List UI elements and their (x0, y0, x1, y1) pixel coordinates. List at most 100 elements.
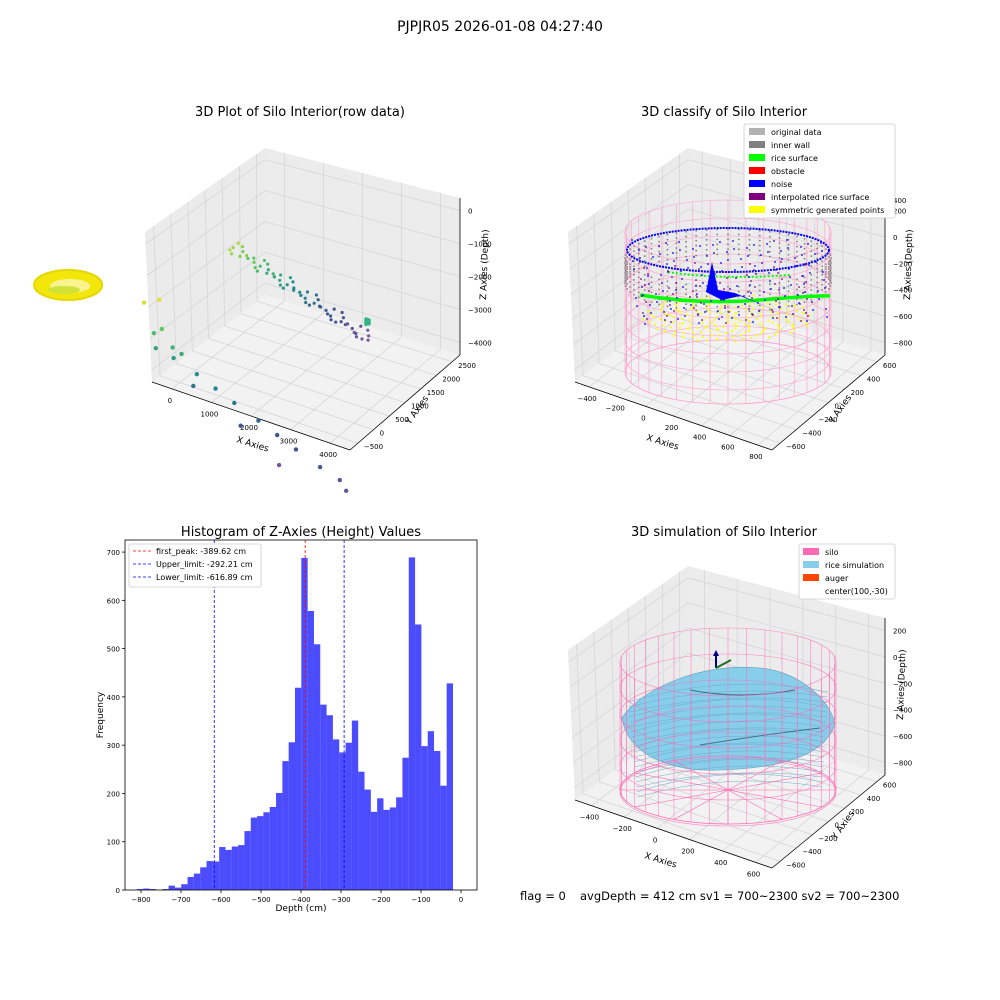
cls-noise-point (760, 254, 762, 256)
sim-y-tick: −400 (802, 848, 821, 856)
cls-noise-point (766, 243, 768, 245)
cls-noise-point (798, 302, 800, 304)
cls-y-tick: −400 (802, 430, 821, 438)
cls-noise-point (719, 241, 721, 243)
cls-symmetric-point (766, 302, 769, 305)
cls-symmetric-point (784, 303, 788, 306)
sim-auger-arrow (713, 650, 719, 656)
cls-noise-point (747, 255, 749, 257)
cls-symmetric-point (748, 326, 751, 329)
cls-wall-point (626, 271, 629, 273)
cls-symmetric-point (656, 328, 659, 331)
cls-wall-point (716, 243, 719, 246)
sim-legend-label: silo (825, 548, 839, 557)
cls-wall-point (637, 247, 640, 250)
sim-grid-z (687, 602, 886, 658)
cls-symmetric-point (758, 322, 762, 325)
cls-wall-point (629, 263, 631, 266)
cls-wall-point (827, 276, 830, 278)
cls-noise-point (820, 242, 822, 244)
cls-symmetric-point (668, 314, 672, 317)
cls-wall-point (666, 280, 669, 283)
cls-grid-y (610, 201, 616, 351)
cls-wall-point (633, 293, 635, 296)
cls-noise-point (670, 308, 672, 310)
raw-trail-point (279, 273, 283, 277)
cls-wall-point (685, 293, 688, 296)
cls-symmetric-point (786, 308, 790, 311)
cls-legend-label: obstacle (771, 167, 805, 176)
cls-interp-point (701, 319, 703, 321)
cls-symmetric-point (791, 314, 794, 317)
cls-legend-label: interpolated rice surface (771, 193, 869, 202)
cls-wall-point (821, 288, 823, 291)
cls-noise-point (702, 282, 704, 284)
cls-noise-point (673, 260, 675, 262)
histogram-title: Histogram of Z-Axies (Height) Values (181, 525, 421, 540)
cls-wall-point (637, 291, 640, 294)
cls-wall-point (803, 286, 806, 289)
cls-noise-point (720, 262, 722, 264)
cls-wall-point (778, 232, 781, 234)
cls-noise-point (801, 254, 803, 256)
cls-symmetric-point (733, 322, 737, 326)
cls-wall-point (787, 280, 790, 283)
histogram-legend-label: Lower_limit: -616.89 cm (156, 573, 253, 582)
cls-interp-point (751, 297, 753, 299)
cls-wall-point (829, 254, 832, 256)
raw-trail-point (272, 275, 276, 279)
cls-wall-point (624, 267, 626, 269)
raw-trail-point (281, 286, 285, 290)
cls-noise-point (740, 258, 742, 260)
cls-wall-point (666, 258, 669, 261)
sim-legend-frame (798, 543, 896, 600)
classify-legend: original data inner wall rice surface obsta… (743, 123, 896, 219)
cls-legend-label: inner wall (771, 141, 810, 150)
cls-noise-point (758, 310, 760, 312)
cls-interp-point (803, 309, 805, 311)
cls-legend-label: original data (771, 128, 822, 137)
cls-wall-point (758, 304, 761, 307)
cls-wall-point (624, 274, 627, 276)
cls-noise-point (743, 295, 745, 297)
cls-symmetric-point (707, 308, 710, 311)
cls-wall-point (650, 276, 653, 279)
cls-y-tick: −600 (786, 443, 805, 451)
cls-z-tick: −200 (893, 260, 912, 268)
cls-wall-point (637, 286, 640, 289)
cls-wall-point (768, 245, 771, 248)
sim-grid-y (599, 781, 797, 849)
cls-noise-point (631, 239, 633, 241)
cls-noise-point (678, 241, 680, 243)
cls-noise-ring (626, 227, 830, 273)
cls-wall-point (778, 247, 781, 249)
cls-wall-point (803, 276, 806, 279)
cls-symmetric-point (678, 301, 681, 304)
sim-z-tick: 0 (893, 654, 897, 662)
raw-trail-point (278, 278, 282, 282)
cls-x-axis-line (574, 381, 773, 451)
sim-y-tick: 600 (883, 782, 896, 790)
cls-symmetric-point (673, 330, 677, 333)
cls-wall-point (810, 245, 813, 247)
cls-interp-point (725, 322, 727, 324)
cls-wall-point (768, 240, 771, 243)
cls-wall-point (816, 271, 819, 274)
cls-wall-point (816, 252, 819, 255)
cls-noise-point (750, 292, 752, 294)
cls-symmetric-point (688, 326, 692, 329)
cls-symmetric-point (687, 318, 690, 322)
cls-wall-point (685, 250, 688, 253)
cls-y-axis-line (771, 354, 886, 451)
cls-wall-point (768, 308, 771, 311)
cls-wall-point (821, 268, 823, 271)
cls-noise-point (814, 253, 816, 255)
raw-z-tick: 0 (468, 208, 472, 216)
cls-wall-point (758, 234, 761, 237)
raw-trail-point (325, 312, 330, 316)
raw-cluster-point (364, 322, 368, 327)
cls-noise-point (778, 306, 780, 308)
cls-symmetric-point (731, 330, 734, 333)
raw-grid-z (146, 190, 266, 276)
raw-panel-title: 3D Plot of Silo Interior(row data) (195, 105, 405, 120)
